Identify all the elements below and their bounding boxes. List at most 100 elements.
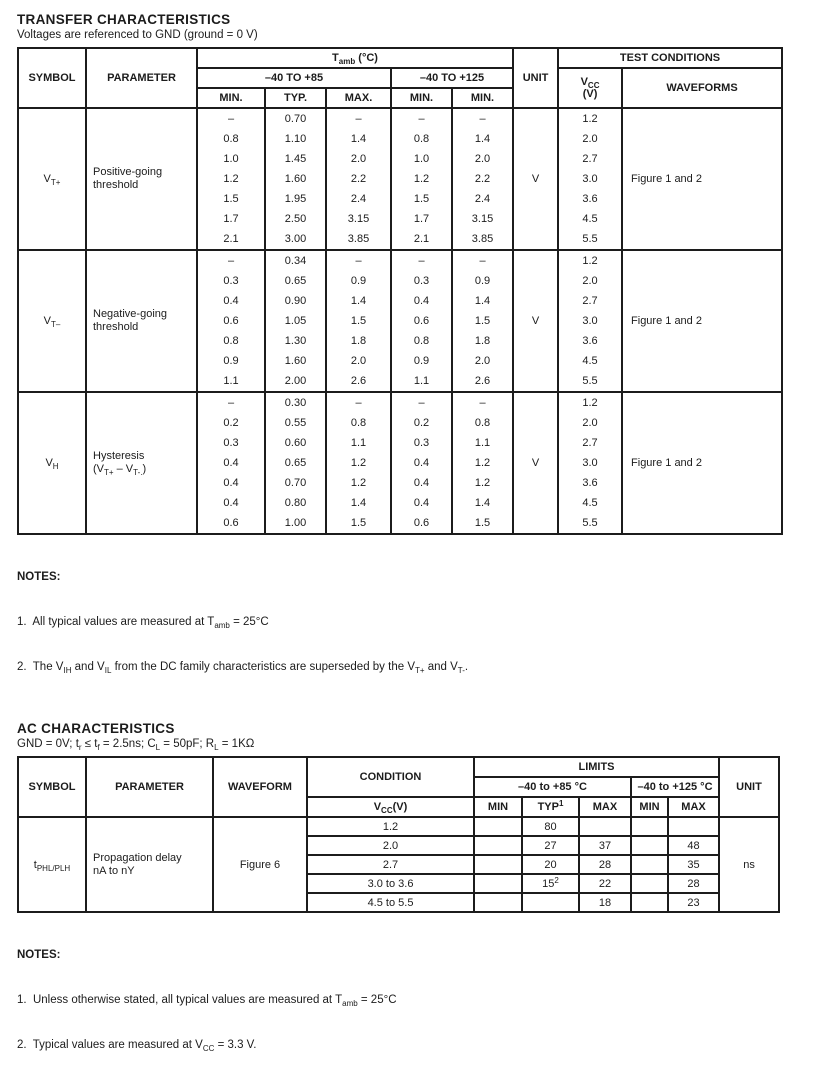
cell-line: 0.2	[223, 417, 239, 429]
cell-line: 0.9	[413, 355, 430, 367]
typ-85-cell: 0.30 0.55 0.60 0.65 0.70 0.80 1.00	[264, 391, 327, 535]
min-125-cell	[630, 892, 669, 913]
cell-line: 1.4	[474, 497, 491, 509]
ac-row-3: 2.7 20 28 35	[18, 854, 779, 875]
cell-line: 4.5	[582, 213, 598, 225]
parameter-line-2: threshold	[93, 321, 139, 333]
ac-section: AC CHARACTERISTICS GND = 0V; tr ≤ tf = 2…	[17, 721, 824, 1083]
cell-line: 3.15	[471, 213, 494, 225]
cell-line: 0.4	[413, 497, 430, 509]
th-min-85: MIN	[473, 796, 523, 818]
ac-header-row-1: SYMBOL PARAMETER WAVEFORM CONDITION LIMI…	[17, 756, 781, 818]
waveforms-cell: Figure 1 and 2	[621, 391, 784, 535]
cell-line: 0.6	[413, 517, 430, 529]
th-max-125: MAX	[666, 796, 721, 818]
th-symbol: SYMBOL	[17, 756, 87, 818]
cell-line: 3.00	[284, 233, 307, 245]
cell-line: 2.2	[350, 173, 367, 185]
cell-line: –	[418, 255, 425, 267]
min-85-cell	[473, 816, 523, 837]
cell-line: 2.7	[582, 153, 598, 165]
th-vcc: VCC (V)	[557, 67, 624, 109]
condition-cell: 2.7	[306, 854, 475, 875]
cell-line: 2.50	[284, 213, 307, 225]
cell-line: 0.65	[284, 457, 307, 469]
transfer-header-row-3: MIN. TYP. MAX. MIN. MIN.	[18, 87, 782, 109]
cell-line: 2.4	[350, 193, 367, 205]
cell-line: 0.4	[223, 477, 239, 489]
th-tamb: Tamb (°C)	[195, 47, 515, 69]
parameter-line-1: Positive-going	[93, 166, 163, 178]
min-125a-cell: – 0.2 0.3 0.4 0.4 0.4 0.6	[390, 391, 453, 535]
transfer-row-vt-minus: VT– Negative-going threshold – 0.3 0.4 0.6 0…	[17, 249, 784, 393]
cell-line: 2.0	[582, 417, 598, 429]
condition-cell: 3.0 to 3.6	[306, 873, 475, 894]
min-85-cell	[473, 873, 523, 894]
min-125-cell	[630, 854, 669, 875]
cell-line: 0.55	[284, 417, 307, 429]
cell-line: –	[355, 113, 362, 125]
cell-line: 0.70	[284, 477, 307, 489]
cell-line: –	[227, 113, 235, 125]
cell-line: 2.0	[350, 355, 367, 367]
vcc-symbol: VCC	[580, 76, 600, 90]
cell-line: 1.5	[413, 193, 430, 205]
min-125b-cell: – 0.9 1.4 1.5 1.8 2.0 2.6	[450, 249, 515, 393]
cell-line: 1.1	[223, 375, 239, 387]
cell-line: 2.00	[284, 375, 307, 387]
cell-line: 2.6	[474, 375, 491, 387]
condition-cell: 1.2	[306, 816, 475, 837]
th-limits: LIMITS	[472, 756, 721, 778]
th-min-125: MIN	[630, 796, 669, 818]
th-unit: UNIT	[718, 756, 781, 818]
cell-line: 1.7	[413, 213, 430, 225]
cell-line: 1.2	[582, 255, 598, 267]
unit-cell: V	[512, 391, 560, 535]
cell-line: 1.2	[582, 113, 598, 125]
cell-line: 0.8	[413, 133, 430, 145]
cell-line: 4.5	[582, 497, 598, 509]
min-125a-cell: – 0.3 0.4 0.6 0.8 0.9 1.1	[390, 249, 453, 393]
cell-line: –	[227, 397, 235, 409]
cell-line: 0.6	[223, 517, 239, 529]
unit-cell: V	[512, 107, 560, 251]
ac-table: SYMBOL PARAMETER WAVEFORM CONDITION LIMI…	[17, 756, 781, 913]
th-typ-85: TYP.	[264, 87, 327, 109]
cell-line: 0.6	[223, 315, 239, 327]
cell-line: 0.34	[284, 255, 307, 267]
th-parameter: PARAMETER	[85, 756, 214, 818]
min-125-cell	[630, 835, 669, 856]
note-2: 2. Typical values are measured at VCC = …	[17, 1039, 257, 1053]
th-waveform: WAVEFORM	[212, 756, 308, 818]
th-range-85: –40 TO +85	[196, 67, 392, 89]
parameter-cell: Hysteresis (VT+ – VT-.)	[85, 391, 198, 535]
min-85-cell: – 0.2 0.3 0.4 0.4 0.4 0.6	[196, 391, 266, 535]
cell-line: 1.05	[284, 315, 307, 327]
cell-line: 0.8	[350, 417, 367, 429]
cell-line: 1.4	[474, 133, 491, 145]
th-range-125: –40 to +125 °C	[629, 776, 721, 798]
cell-line: 1.4	[350, 497, 367, 509]
cell-line: 1.8	[474, 335, 491, 347]
ac-header-row-3: VCC(V) MIN TYP1 MAX MIN MAX	[18, 796, 779, 818]
cell-line: 0.6	[413, 315, 430, 327]
note-1: 1. Unless otherwise stated, all typical …	[17, 994, 397, 1008]
cell-line: 1.2	[474, 457, 491, 469]
cell-line: 2.1	[413, 233, 430, 245]
cell-line: 1.1	[474, 437, 491, 449]
cell-line: 0.4	[413, 477, 430, 489]
min-85-cell: – 0.3 0.4 0.6 0.8 0.9 1.1	[196, 249, 266, 393]
cell-line: 2.4	[474, 193, 491, 205]
cell-line: 0.2	[413, 417, 430, 429]
parameter-line-2: nA to nY	[93, 864, 135, 877]
th-symbol: SYMBOL	[17, 47, 87, 109]
typ-85-cell: 27	[521, 835, 580, 856]
cell-line: 2.0	[350, 153, 367, 165]
cell-line: 2.0	[582, 275, 598, 287]
cell-line: 0.8	[474, 417, 491, 429]
max-85-cell: 37	[578, 835, 632, 856]
max-85-cell: – 0.9 1.4 1.5 1.8 2.0 2.6	[325, 249, 392, 393]
cell-line: 1.5	[474, 517, 491, 529]
cell-line: 3.6	[582, 335, 598, 347]
cell-line: 1.00	[284, 517, 307, 529]
